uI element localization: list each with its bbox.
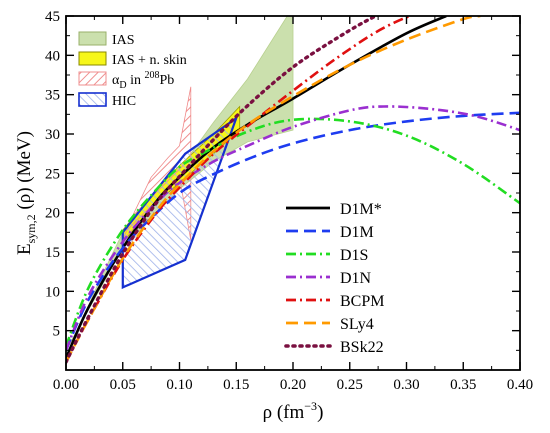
legend-label-hic: HIC: [112, 94, 136, 109]
legend-label-bsk22: BSk22: [340, 339, 384, 356]
x-tick-label: 0.05: [110, 377, 136, 393]
y-tick-label: 5: [53, 324, 61, 340]
x-tick-label: 0.10: [166, 377, 192, 393]
legend-label-d1m: D1M*: [340, 201, 382, 218]
series-line-d1n: [66, 105, 520, 351]
x-tick-label: 0.00: [53, 377, 79, 393]
legend-label-d1n: D1N: [340, 270, 372, 287]
y-tick-label: 45: [45, 9, 60, 25]
x-tick-label: 0.25: [337, 377, 363, 393]
legend-swatch-alpha-d: [78, 71, 107, 86]
legend-label-d1m: D1M: [340, 224, 374, 241]
y-tick-label: 20: [45, 206, 60, 222]
y-tick-label: 15: [45, 245, 60, 261]
x-tick-label: 0.15: [223, 377, 249, 393]
ticks-layer: 0.00 0.05 0.10 0.15 0.20 0.25 0.30 0.35 0.40 5 10 1…: [45, 9, 533, 393]
legend-label-ias: IAS: [112, 33, 135, 48]
x-axis-title: ρ (fm−3): [263, 399, 324, 423]
y-tick-label: 30: [45, 127, 60, 143]
series-line-bsk22: [66, 16, 380, 364]
legend-label-alpha-d: αD in 208Pb: [112, 70, 174, 91]
y-tick-label: 10: [45, 284, 60, 300]
x-tick-label: 0.35: [450, 377, 476, 393]
series-line-sly4: [66, 16, 481, 363]
series-line-d1m: [66, 111, 520, 351]
series-line-bcpm: [66, 16, 414, 363]
x-tick-label: 0.30: [393, 377, 419, 393]
legend-label-sly4: SLy4: [340, 316, 374, 333]
legend-label-d1s: D1S: [340, 247, 368, 264]
y-tick-label: 25: [45, 166, 60, 182]
x-tick-label: 0.40: [507, 377, 533, 393]
y-axis-title: Esym,2 (ρ) (MeV): [14, 131, 38, 255]
legend-swatch-hic: [78, 92, 107, 107]
legend-swatch-ias: [78, 31, 107, 46]
y-tick-label: 35: [45, 88, 60, 104]
x-tick-label: 0.20: [280, 377, 306, 393]
band-legend: IAS IAS + n. skin αD in 208Pb HIC: [78, 31, 187, 109]
legend-swatch-ias-nskin: [78, 51, 107, 66]
lines-layer: [66, 16, 520, 364]
y-tick-label: 40: [45, 48, 60, 64]
line-legend: D1M* D1M D1S D1N BCPM SLy4 BSk22: [284, 201, 384, 356]
legend-label-bcpm: BCPM: [340, 293, 384, 310]
legend-label-ias-nskin: IAS + n. skin: [112, 53, 187, 68]
